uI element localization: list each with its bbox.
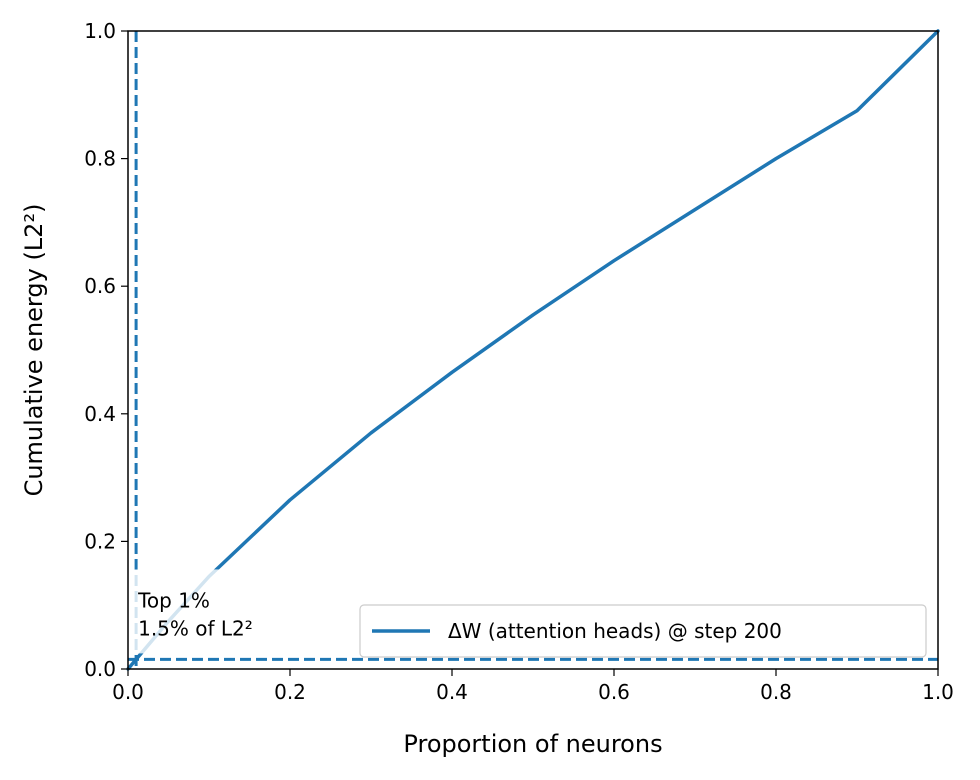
x-tick-label: 1.0 bbox=[922, 680, 954, 704]
annotation-text: 1.5% of L2² bbox=[138, 616, 253, 640]
y-tick-label: 0.6 bbox=[84, 274, 116, 298]
x-tick-label: 0.6 bbox=[598, 680, 630, 704]
y-tick-label: 0.8 bbox=[84, 147, 116, 171]
annotation: Top 1% 1.5% of L2² bbox=[130, 569, 311, 654]
legend-label: ΔW (attention heads) @ step 200 bbox=[448, 619, 782, 643]
y-tick-label: 0.4 bbox=[84, 402, 116, 426]
annotation-box bbox=[130, 569, 311, 654]
y-axis-label: Cumulative energy (L2²) bbox=[20, 204, 48, 497]
legend: ΔW (attention heads) @ step 200 bbox=[359, 604, 927, 658]
x-tick-label: 0.0 bbox=[112, 680, 144, 704]
plot-frame bbox=[127, 30, 939, 670]
x-tick-label: 0.4 bbox=[436, 680, 468, 704]
annotation-text: Top 1% bbox=[137, 588, 210, 612]
x-tick-label: 0.8 bbox=[760, 680, 792, 704]
reference-lines bbox=[128, 31, 938, 669]
axis-ticks: 0.0 0.2 0.4 0.6 0.8 1.0 0.0 0.2 0.4 0.6 0.8 1.0 bbox=[84, 19, 954, 704]
legend-box bbox=[359, 604, 927, 658]
x-axis-label: Proportion of neurons bbox=[403, 730, 662, 758]
y-tick-label: 0.0 bbox=[84, 657, 116, 681]
x-tick-label: 0.2 bbox=[274, 680, 306, 704]
y-tick-label: 1.0 bbox=[84, 19, 116, 43]
y-tick-label: 0.2 bbox=[84, 529, 116, 553]
